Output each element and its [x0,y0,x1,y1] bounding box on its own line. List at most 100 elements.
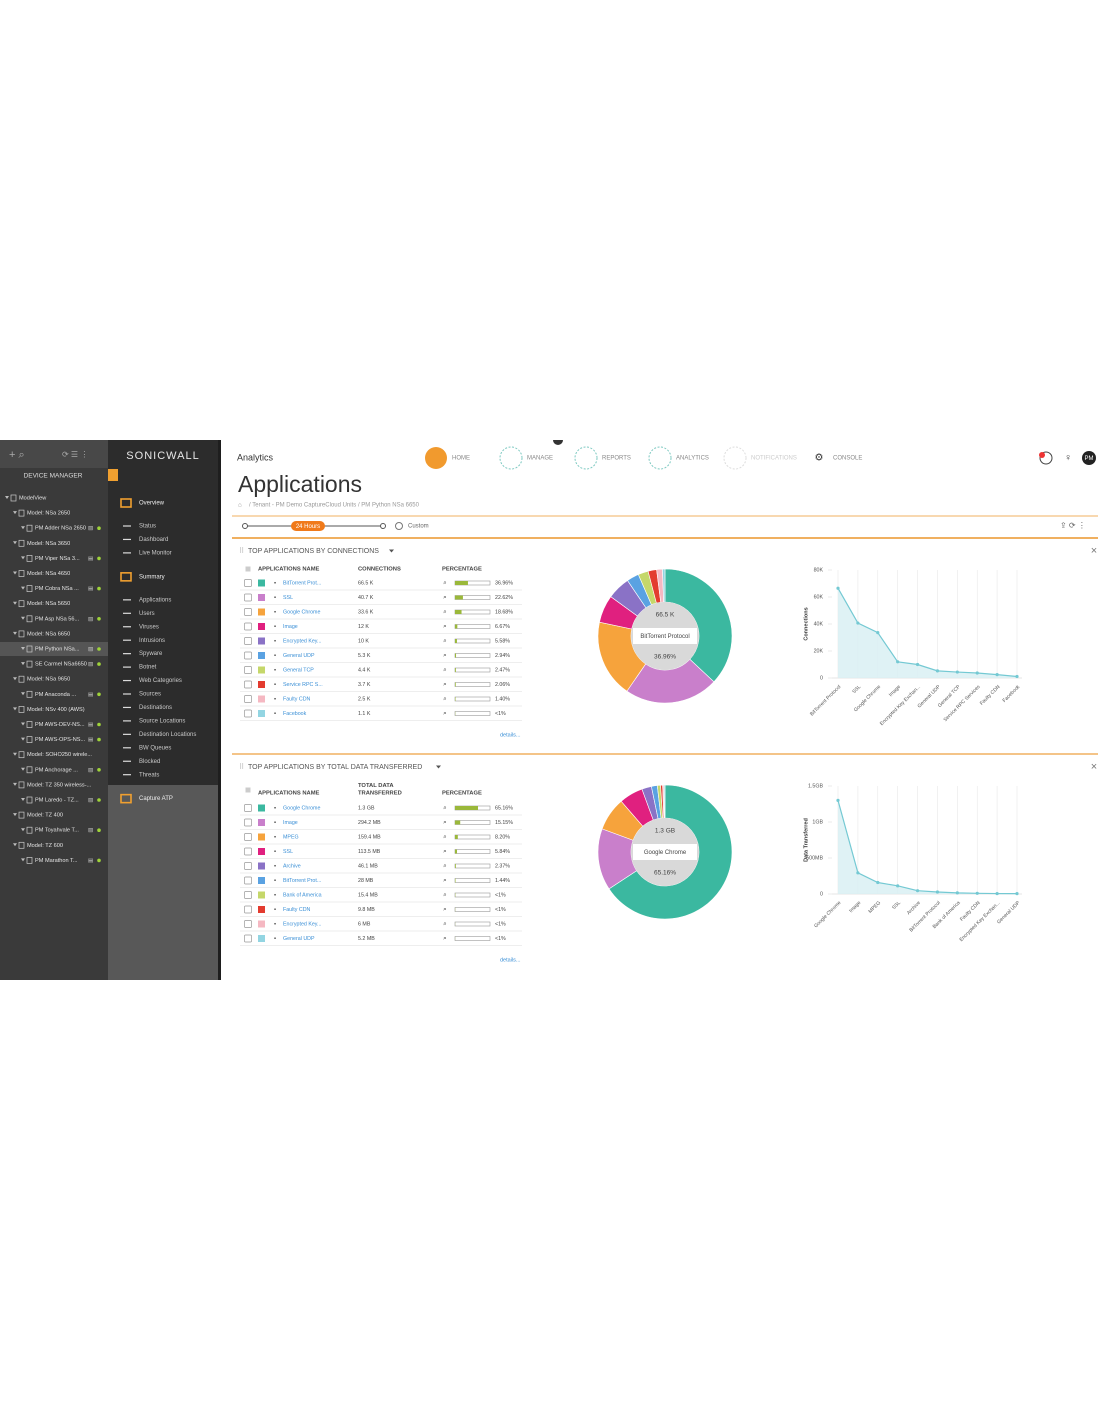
point[interactable] [975,671,979,675]
tree-checkbox[interactable] [26,660,33,668]
nav-icon[interactable]: ⚙ [815,453,824,464]
search-icon[interactable]: ⌕ [443,834,447,841]
row-checkbox[interactable] [244,593,252,602]
menu-item[interactable]: Source Locations [139,718,185,724]
point[interactable] [856,621,860,625]
row-checkbox[interactable] [244,833,252,841]
device-item[interactable]: PM Asp NSa 56... [35,616,80,622]
tree-checkbox[interactable] [26,615,33,623]
row-checkbox[interactable] [244,891,252,899]
search-icon[interactable]: ⌕ [443,623,447,630]
panel-title[interactable]: TOP APPLICATIONS BY TOTAL DATA TRANSFERR… [248,764,422,771]
search-icon[interactable]: ⌕ [443,696,447,703]
panel-tools[interactable]: ⇪ ⟳ ⋮ [1060,521,1086,530]
search-icon[interactable]: ⌕ [443,609,447,616]
user-initials[interactable]: PM [1085,456,1094,462]
tree-caret[interactable] [13,707,17,711]
tree-caret[interactable] [21,722,25,726]
nav-icon[interactable] [499,446,523,470]
tree-caret[interactable] [13,677,17,681]
search-icon[interactable]: ⌕ [443,906,447,913]
point[interactable] [1015,892,1019,896]
app-name[interactable]: General TCP [283,667,314,673]
model-item[interactable]: Model: NSv 400 (AWS) [27,707,85,713]
point[interactable] [935,669,940,673]
model-item[interactable]: Model: NSa 6650 [27,631,70,637]
tree-checkbox[interactable] [26,524,33,532]
add-icon[interactable]: + ⌕ [9,449,25,461]
model-item[interactable]: Model: NSa 9650 [27,677,70,683]
menu-item[interactable]: Botnet [139,665,157,671]
tree-checkbox[interactable] [26,721,33,728]
tree-caret[interactable] [5,496,9,499]
tree-caret[interactable] [21,556,25,560]
model-item[interactable]: Model: NSa 5650 [27,601,70,607]
device-item[interactable]: SE Carmel NSa6650 [35,662,87,668]
tree-checkbox[interactable] [18,675,25,683]
menu-toggle[interactable] [108,469,118,481]
app-name[interactable]: BitTorrent Prot... [283,580,321,586]
point[interactable] [876,631,880,635]
tree-caret[interactable] [21,616,25,620]
tree-caret[interactable] [21,737,25,741]
row-checkbox[interactable] [244,651,252,660]
search-icon[interactable]: ⌕ [443,921,447,928]
search-icon[interactable]: ⌕ [443,848,447,855]
tree-caret[interactable] [13,541,17,545]
device-item[interactable]: PM Laredo - TZ... [35,797,79,803]
row-checkbox[interactable] [244,695,252,703]
search-icon[interactable]: ⌕ [443,638,447,645]
nav-icon[interactable] [723,446,747,470]
row-checkbox[interactable] [244,622,252,631]
menu-item[interactable]: Destination Locations [139,732,196,738]
point[interactable] [995,673,999,677]
search-icon[interactable]: ⌕ [443,863,447,870]
tree-checkbox[interactable] [26,826,33,834]
search-icon[interactable]: ⌕ [443,935,447,942]
tree-checkbox[interactable] [18,539,25,547]
app-name[interactable]: Image [283,624,298,630]
tree-checkbox[interactable] [18,811,25,819]
point[interactable] [995,891,999,896]
search-icon[interactable]: ⌕ [443,710,447,717]
row-checkbox[interactable] [244,666,252,674]
tree-caret[interactable] [13,601,17,605]
model-item[interactable]: Model: SOHO250 wirele... [27,752,92,758]
point[interactable] [955,670,959,674]
tree-caret[interactable] [21,526,25,530]
tree-caret[interactable] [21,767,25,771]
time-range[interactable]: 24 Hours [296,524,320,530]
menu-item[interactable]: Live Monitor [139,550,172,556]
model-item[interactable]: Model: TZ 600 [27,843,63,849]
app-name[interactable]: Facebook [283,711,307,717]
app-name[interactable]: Image [283,820,298,826]
tree-caret[interactable] [13,843,17,847]
nav-link[interactable]: NOTIFICATIONS [751,456,797,462]
donut-segment[interactable] [663,784,666,819]
menu-item[interactable]: Spyware [139,651,163,657]
tree-caret[interactable] [21,692,25,696]
custom-label[interactable]: Custom [408,524,429,530]
point[interactable] [975,891,979,895]
tree-checkbox[interactable] [26,690,33,698]
nav-icon[interactable] [648,446,672,470]
tree-checkbox[interactable] [26,766,33,774]
nav-link[interactable]: HOME [452,456,470,462]
row-checkbox[interactable] [244,862,252,870]
row-checkbox[interactable] [244,847,252,856]
menu-group[interactable]: Summary [139,574,165,580]
tree-caret[interactable] [21,647,25,650]
app-name[interactable]: SSL [283,595,293,601]
tree-caret[interactable] [21,586,25,590]
panel-title[interactable]: TOP APPLICATIONS BY CONNECTIONS [248,548,379,555]
app-name[interactable]: SSL [283,849,293,855]
menu-item[interactable]: Dashboard [139,537,168,543]
row-checkbox[interactable] [244,876,252,885]
device-item[interactable]: PM Adder NSa 2650 [35,526,86,532]
device-item[interactable]: PM Toyahvale T... [35,828,79,834]
close-icon[interactable]: × [1091,545,1097,557]
search-icon[interactable]: ⌕ [443,877,447,884]
tree-checkbox[interactable] [18,509,25,517]
menu-item[interactable]: Destinations [139,705,172,711]
tree-caret[interactable] [21,798,25,801]
